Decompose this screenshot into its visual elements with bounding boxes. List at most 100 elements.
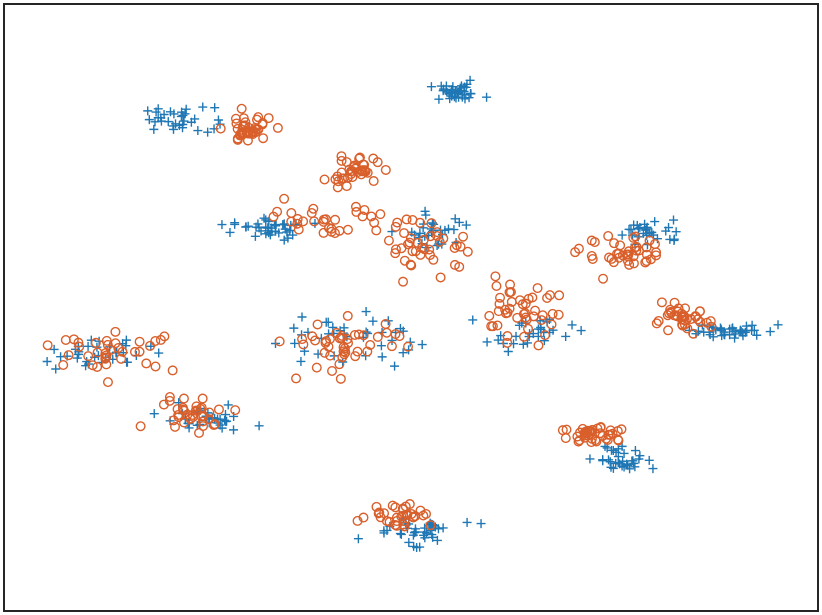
scatter-point-circle <box>306 208 317 219</box>
scatter-point-circle <box>350 351 361 362</box>
scatter-point-plus <box>156 116 166 126</box>
scatter-point-plus <box>602 443 612 453</box>
scatter-point-circle <box>87 360 98 371</box>
scatter-point-circle <box>380 164 391 175</box>
scatter-point-circle <box>631 245 642 256</box>
scatter-point-plus <box>396 529 406 539</box>
scatter-point-circle <box>401 214 412 225</box>
scatter-point-plus <box>282 227 292 237</box>
scatter-point-circle <box>425 231 436 242</box>
scatter-point-circle <box>134 336 145 347</box>
scatter-point-circle <box>178 393 189 404</box>
scatter-point-circle <box>688 328 699 339</box>
scatter-point-circle <box>274 336 285 347</box>
scatter-point-plus <box>630 462 640 472</box>
scatter-point-plus <box>608 463 618 473</box>
scatter-point-circle <box>406 508 417 519</box>
scatter-point-circle <box>342 334 353 345</box>
scatter-point-circle <box>358 512 369 523</box>
scatter-point-plus <box>740 327 750 337</box>
scatter-point-circle <box>92 347 103 358</box>
scatter-point-circle <box>242 135 253 146</box>
scatter-point-circle <box>101 350 112 361</box>
scatter-point-circle <box>405 233 416 244</box>
scatter-point-circle <box>641 256 652 267</box>
scatter-point-plus <box>153 104 163 114</box>
scatter-point-circle <box>651 318 662 329</box>
scatter-point-plus <box>220 415 230 425</box>
scatter-point-circle <box>695 317 706 328</box>
scatter-point-circle <box>425 250 436 261</box>
scatter-point-circle <box>536 315 547 326</box>
scatter-point-circle <box>347 172 358 183</box>
scatter-point-plus <box>42 356 52 366</box>
scatter-point-circle <box>677 314 688 325</box>
scatter-point-circle <box>505 279 516 290</box>
scatter-point-plus <box>296 356 306 366</box>
scatter-point-circle <box>502 331 513 342</box>
scatter-point-circle <box>242 128 253 139</box>
scatter-point-plus <box>229 411 239 421</box>
scatter-point-circle <box>586 235 597 246</box>
scatter-point-circle <box>319 174 330 185</box>
scatter-point-circle <box>517 299 528 310</box>
scatter-point-circle <box>486 321 497 332</box>
scatter-point-circle <box>182 409 193 420</box>
scatter-point-circle <box>374 507 385 518</box>
scatter-point-plus <box>461 82 471 92</box>
scatter-point-circle <box>623 249 634 260</box>
scatter-point-circle <box>520 308 531 319</box>
scatter-point-circle <box>383 235 394 246</box>
scatter-point-circle <box>327 365 338 376</box>
scatter-point-circle <box>63 350 74 361</box>
scatter-point-circle <box>74 341 85 352</box>
scatter-point-circle <box>334 359 345 370</box>
scatter-point-circle <box>379 508 390 519</box>
scatter-point-circle <box>102 377 113 388</box>
scatter-point-plus <box>728 323 738 333</box>
scatter-point-circle <box>387 500 398 511</box>
scatter-point-circle <box>462 246 473 257</box>
scatter-point-circle <box>308 203 319 214</box>
scatter-point-plus <box>476 519 486 529</box>
scatter-point-plus <box>629 220 639 230</box>
scatter-point-circle <box>159 331 170 342</box>
scatter-point-circle <box>191 401 202 412</box>
scatter-point-plus <box>241 222 251 232</box>
scatter-point-plus <box>447 84 457 94</box>
scatter-point-plus <box>215 414 225 424</box>
scatter-point-circle <box>628 232 639 243</box>
scatter-point-circle <box>573 243 584 254</box>
scatter-point-circle <box>418 510 429 521</box>
scatter-point-circle <box>236 103 247 114</box>
scatter-point-circle <box>318 227 329 238</box>
scatter-point-circle <box>651 247 662 258</box>
scatter-point-circle <box>394 331 405 342</box>
scatter-point-circle <box>399 228 410 239</box>
scatter-point-plus <box>377 352 387 362</box>
scatter-point-circle <box>168 415 179 426</box>
scatter-point-plus <box>144 115 154 125</box>
scatter-point-plus <box>251 222 261 232</box>
scatter-point-plus <box>466 89 476 99</box>
scatter-point-circle <box>60 335 71 346</box>
scatter-point-plus <box>278 220 288 230</box>
scatter-point-circle <box>644 235 655 246</box>
scatter-point-plus <box>576 326 586 336</box>
scatter-point-circle <box>398 276 409 287</box>
scatter-point-circle <box>504 287 515 298</box>
scatter-point-circle <box>145 340 156 351</box>
scatter-point-circle <box>399 255 410 266</box>
scatter-point-plus <box>176 111 186 121</box>
scatter-point-circle <box>630 231 641 242</box>
scatter-point-circle <box>390 502 401 513</box>
scatter-point-circle <box>656 297 667 308</box>
scatter-point-plus <box>168 121 178 131</box>
scatter-point-plus <box>266 223 276 233</box>
scatter-point-circle <box>404 237 415 248</box>
scatter-point-circle <box>493 306 504 317</box>
scatter-point-plus <box>419 530 429 540</box>
scatter-point-plus <box>289 323 299 333</box>
scatter-point-plus <box>51 364 61 374</box>
scatter-point-plus <box>638 228 648 238</box>
